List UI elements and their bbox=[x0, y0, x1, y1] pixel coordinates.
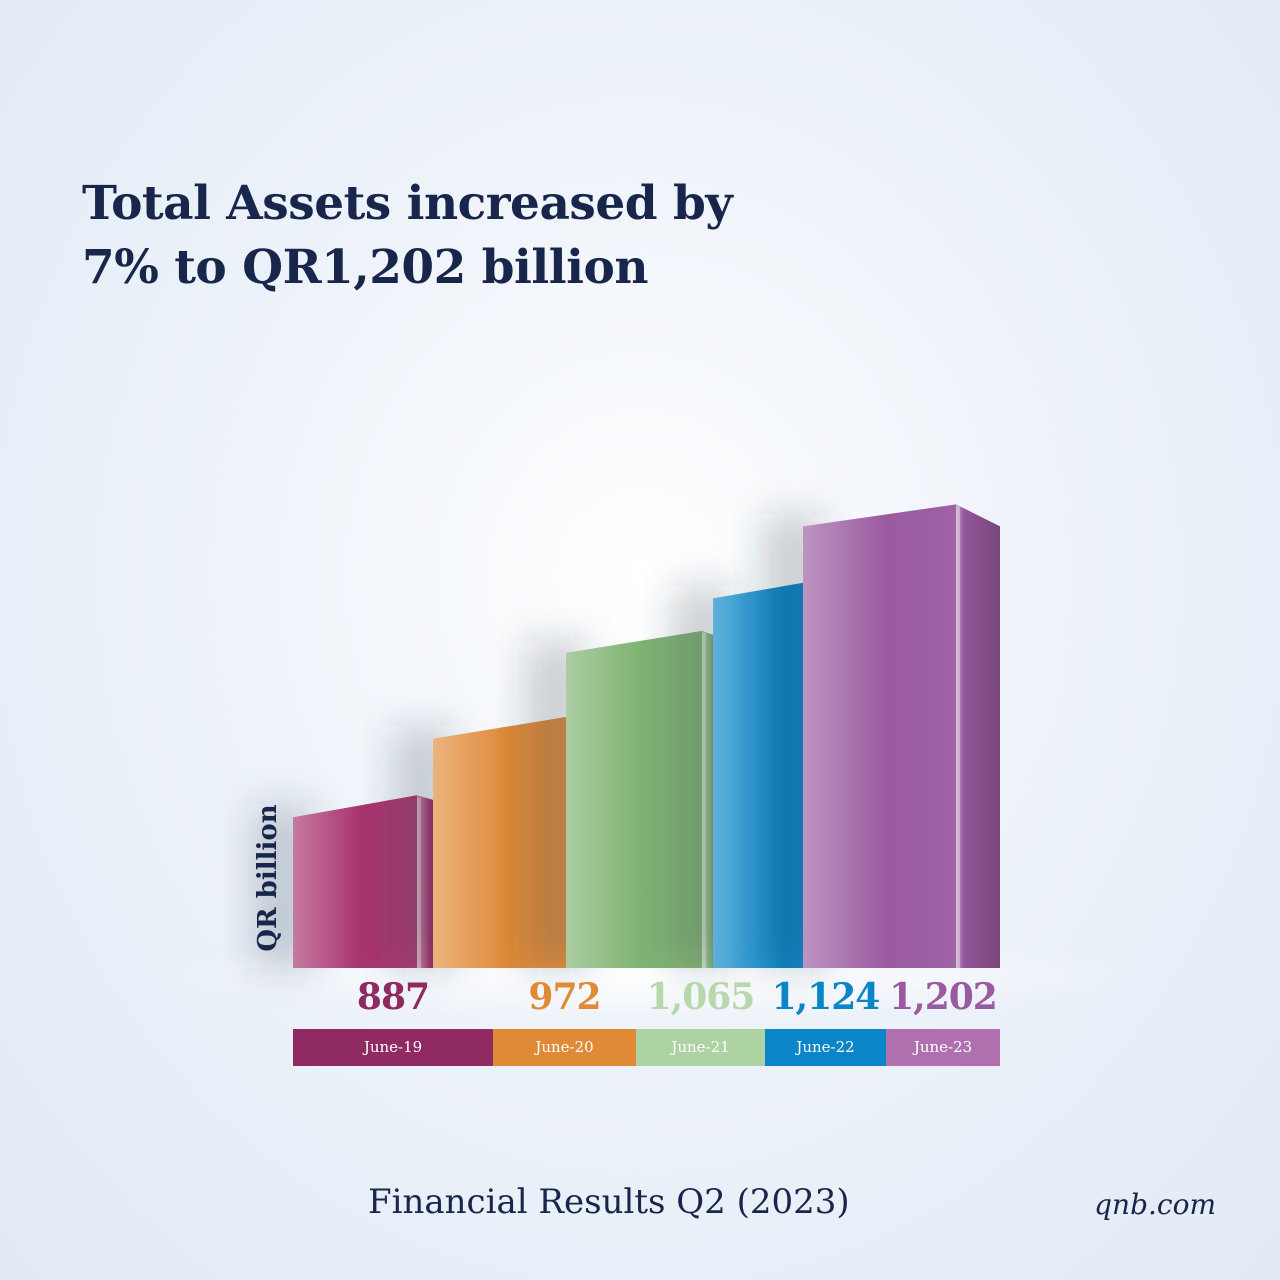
category-label: June-19 bbox=[293, 1029, 493, 1066]
bar-June-23-side bbox=[956, 504, 1000, 968]
headline-line-1: Total Assets increased by bbox=[82, 176, 733, 231]
footer-site-link[interactable]: qnb.com bbox=[1094, 1188, 1216, 1221]
value-label: 1,065 bbox=[646, 976, 756, 1018]
category-label: June-21 bbox=[636, 1029, 765, 1066]
bar-June-23-front bbox=[803, 504, 956, 968]
bar-June-21-front bbox=[566, 630, 702, 968]
value-label: 1,124 bbox=[771, 976, 881, 1018]
headline-line-2: 7% to QR1,202 billion bbox=[82, 240, 648, 295]
value-label: 1,202 bbox=[889, 976, 998, 1018]
headline: Total Assets increased by 7% to QR1,202 … bbox=[82, 172, 842, 300]
value-label: 887 bbox=[356, 976, 430, 1018]
category-label: June-22 bbox=[765, 1029, 886, 1066]
value-label: 972 bbox=[528, 976, 601, 1018]
y-axis-label-text: QR billion bbox=[253, 804, 283, 952]
footer-title: Financial Results Q2 (2023) bbox=[368, 1182, 850, 1222]
category-label: June-20 bbox=[493, 1029, 636, 1066]
category-label: June-23 bbox=[886, 1029, 1000, 1066]
bar-June-19-front bbox=[293, 795, 417, 968]
